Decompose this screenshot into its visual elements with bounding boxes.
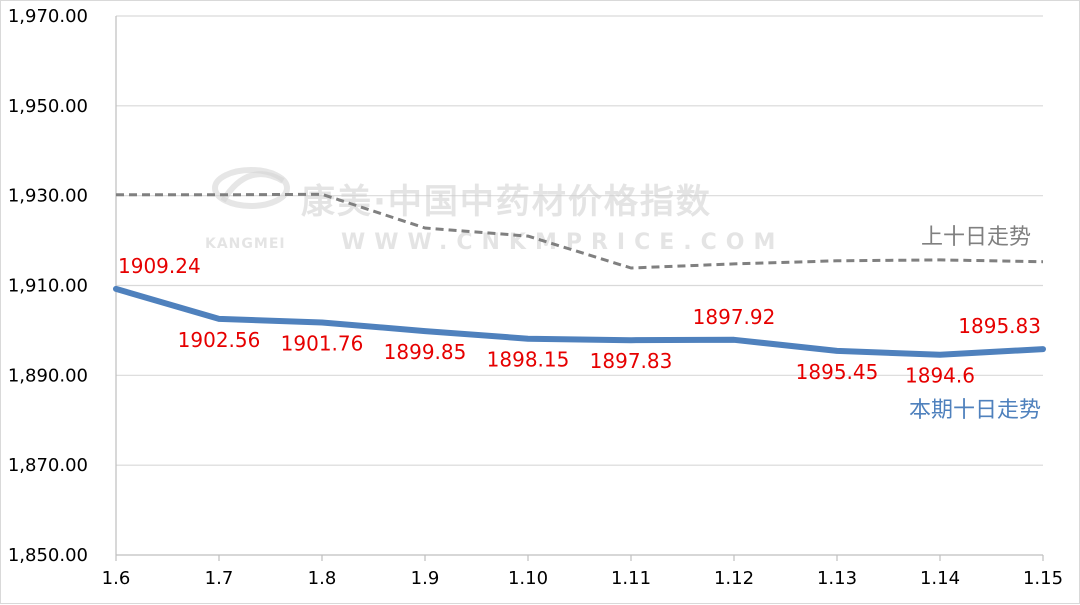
series-label-previous: 上十日走势 xyxy=(921,225,1031,250)
x-tick-label: 1.6 xyxy=(102,568,131,589)
y-tick-label: 1,890.00 xyxy=(8,365,88,386)
data-label: 1901.76 xyxy=(281,332,364,356)
x-tick-label: 1.11 xyxy=(611,568,651,589)
data-label: 1902.56 xyxy=(178,328,261,352)
kangmei-logo-icon: KANGMEI xyxy=(205,167,290,252)
y-tick-label: 1,870.00 xyxy=(8,455,88,476)
gridlines xyxy=(116,15,1043,466)
axes xyxy=(115,16,1043,556)
watermark-text-cn: 康美·中国中药材价格指数 xyxy=(301,182,712,222)
x-axis-ticks: 1.6 1.7 1.8 1.9 1.10 1.11 1.12 1.13 1.14 1.15 xyxy=(102,555,1063,589)
x-tick-label: 1.12 xyxy=(714,568,754,589)
series-line-current xyxy=(113,285,1046,358)
data-label: 1897.83 xyxy=(590,349,673,373)
x-tick-label: 1.8 xyxy=(308,568,337,589)
series-lines xyxy=(113,192,1046,358)
data-label: 1894.6 xyxy=(905,364,975,388)
y-tick-label: 1,930.00 xyxy=(8,186,88,207)
x-tick-label: 1.15 xyxy=(1023,568,1063,589)
data-label: 1909.24 xyxy=(118,254,201,278)
data-label: 1895.45 xyxy=(796,360,879,384)
x-tick-label: 1.13 xyxy=(817,568,857,589)
x-tick-label: 1.14 xyxy=(920,568,960,589)
data-label: 1895.83 xyxy=(958,314,1041,338)
data-label: 1899.85 xyxy=(384,340,467,364)
series-line-previous xyxy=(116,192,1044,270)
x-tick-label: 1.9 xyxy=(411,568,440,589)
y-tick-label: 1,970.00 xyxy=(8,6,88,27)
watermark: KANGMEI 康美·中国中药材价格指数 WWW.CNKMPRICE.COM xyxy=(205,167,784,255)
watermark-brand: KANGMEI xyxy=(205,236,286,252)
y-axis-ticks: 1,850.00 1,870.00 1,890.00 1,910.00 1,930.00… xyxy=(8,6,88,566)
data-labels: 1909.24 1902.56 1901.76 1899.85 1898.15 1897.… xyxy=(118,254,1041,388)
data-label: 1897.92 xyxy=(693,305,776,329)
data-label: 1898.15 xyxy=(487,348,570,372)
y-tick-label: 1,950.00 xyxy=(8,96,88,117)
y-tick-label: 1,850.00 xyxy=(8,545,88,566)
y-tick-label: 1,910.00 xyxy=(8,276,88,297)
x-tick-label: 1.7 xyxy=(205,568,234,589)
watermark-text-en: WWW.CNKMPRICE.COM xyxy=(341,230,784,255)
x-tick-label: 1.10 xyxy=(508,568,548,589)
series-label-current: 本期十日走势 xyxy=(909,398,1041,423)
